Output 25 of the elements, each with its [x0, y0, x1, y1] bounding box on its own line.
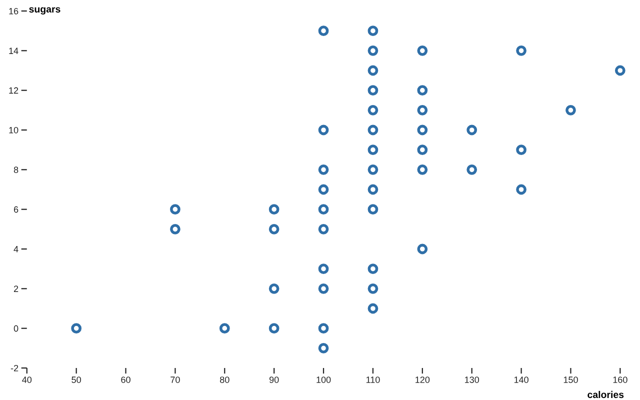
y-tick-label: 10 — [9, 126, 18, 134]
x-tick-label: 150 — [564, 376, 578, 383]
x-tick-label: 100 — [316, 376, 331, 383]
y-tick-label: 6 — [14, 206, 18, 213]
y-axis-title: sugars — [29, 7, 60, 15]
x-tick-label: 110 — [366, 376, 380, 383]
y-tick-label: 0 — [14, 325, 18, 332]
x-tick-label: 90 — [269, 376, 279, 383]
y-tick-label: 12 — [9, 87, 18, 94]
x-tick-label: 50 — [72, 376, 81, 383]
y-tick-label: 14 — [9, 48, 18, 54]
y-tick-label: 2 — [14, 286, 18, 292]
x-tick-label: 70 — [170, 376, 180, 383]
x-tick-label: 80 — [220, 376, 230, 383]
x-tick-label: 120 — [416, 376, 430, 383]
x-tick-label: 140 — [514, 376, 528, 383]
x-tick-label: 160 — [613, 376, 628, 383]
y-tick-label: 8 — [14, 166, 18, 174]
x-axis-title: calories — [588, 390, 624, 398]
x-tick-label: 40 — [22, 376, 32, 383]
x-tick-label: 60 — [121, 376, 130, 383]
y-tick-label: 16 — [9, 8, 18, 14]
y-tick-label: -2 — [10, 364, 18, 372]
x-tick-label: 130 — [465, 376, 480, 383]
y-tick-label: 4 — [14, 246, 18, 252]
